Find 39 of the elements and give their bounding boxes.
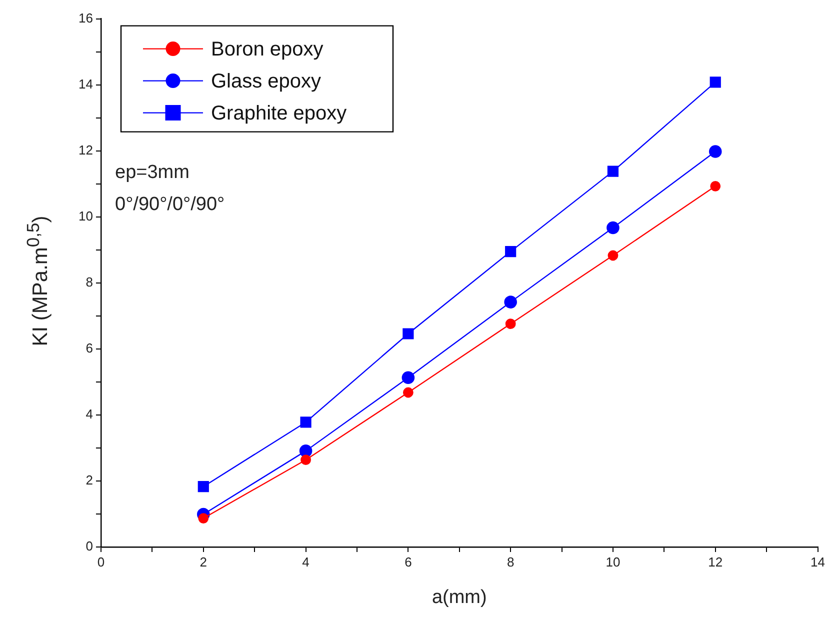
legend-label: Boron epoxy xyxy=(211,38,324,60)
point xyxy=(710,76,721,88)
x-tick-label: 6 xyxy=(404,554,412,570)
y-tick-label: 6 xyxy=(86,340,93,356)
x-tick-label: 8 xyxy=(506,554,514,570)
point xyxy=(402,328,414,340)
point xyxy=(504,296,517,308)
point xyxy=(198,481,209,492)
x-tick-label: 0 xyxy=(97,554,105,570)
y-tick-label: 4 xyxy=(86,406,93,422)
y-tick-label: 16 xyxy=(78,10,93,26)
point xyxy=(608,250,618,261)
point xyxy=(300,454,311,466)
x-tick-label: 14 xyxy=(810,554,826,570)
x-tick-label: 2 xyxy=(200,554,208,570)
x-tick-label: 12 xyxy=(708,554,723,570)
point xyxy=(402,371,415,384)
y-tick-label: 14 xyxy=(78,76,93,92)
legend-label: Glass epoxy xyxy=(211,70,322,92)
x-tick-label: 4 xyxy=(302,554,310,570)
point xyxy=(505,318,516,330)
point xyxy=(606,221,620,234)
legend-label: Graphite epoxy xyxy=(211,102,347,124)
y-tick-label: 12 xyxy=(78,142,93,158)
point xyxy=(505,246,516,258)
point xyxy=(708,145,722,158)
x-axis-title: a(mm) xyxy=(432,586,487,608)
x-tick-label: 10 xyxy=(606,554,620,570)
y-tick-label: 0 xyxy=(86,538,93,554)
y-tick-label: 2 xyxy=(86,472,93,488)
y-tick-label: 8 xyxy=(86,274,93,290)
annotation: 0°/90°/0°/90° xyxy=(115,194,225,216)
point xyxy=(710,180,721,192)
point xyxy=(607,166,619,177)
point xyxy=(300,416,312,428)
y-tick-label: 10 xyxy=(78,208,93,224)
point xyxy=(402,387,414,398)
point xyxy=(198,513,209,524)
annotation: ep=3mm xyxy=(115,162,190,184)
